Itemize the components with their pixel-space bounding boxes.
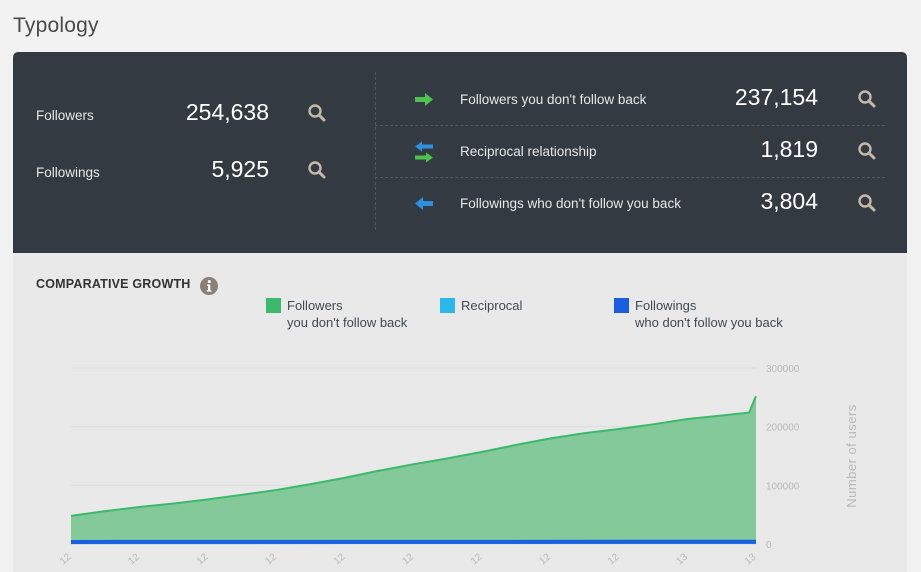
followers-count: 254,638 <box>185 99 269 125</box>
x-tick-label: 13 <box>674 551 690 567</box>
x-tick-label: 12 <box>58 551 74 567</box>
relationship-label: Followings who don't follow you back <box>460 196 681 211</box>
followers-total-row: Followers 254,638 <box>36 99 336 133</box>
legend-label: Reciprocal <box>461 298 523 313</box>
relationship-label: Followers you don't follow back <box>460 92 647 107</box>
chart-title: COMPARATIVE GROWTH <box>36 277 191 291</box>
series-area-followers <box>71 396 756 544</box>
search-icon[interactable] <box>857 141 877 161</box>
typology-stats-panel: Followers 254,638 Followings 5,925 Follo… <box>13 52 907 253</box>
relationship-row-followings-not-following: Followings who don't follow you back 3,8… <box>375 178 885 230</box>
y-tick-label: 100000 <box>766 481 800 492</box>
legend-label: Followings who don't follow you back <box>635 298 783 330</box>
x-tick-label: 13 <box>743 551 759 567</box>
legend-swatch <box>440 298 455 313</box>
y-tick-label: 0 <box>766 540 772 551</box>
info-icon[interactable] <box>199 276 219 296</box>
x-tick-label: 12 <box>195 551 211 567</box>
search-icon[interactable] <box>307 103 327 123</box>
relationship-count: 1,819 <box>760 136 818 162</box>
growth-chart: 300000 200000 100000 0 Number of users 12 12 12… <box>58 364 859 567</box>
arrow-bidirectional-icon <box>413 140 435 164</box>
x-tick-label: 12 <box>332 551 348 567</box>
arrow-right-icon <box>413 88 435 112</box>
search-icon[interactable] <box>307 160 327 180</box>
search-icon[interactable] <box>857 89 877 109</box>
followings-label: Followings <box>36 165 100 180</box>
legend-swatch <box>266 298 281 313</box>
relationship-count: 237,154 <box>734 84 818 110</box>
panel-divider <box>375 72 376 230</box>
x-tick-label: 12 <box>469 551 485 567</box>
relationship-row-followers-not-followed: Followers you don't follow back 237,154 <box>375 74 885 126</box>
followings-count: 5,925 <box>211 156 269 182</box>
relationship-label: Reciprocal relationship <box>460 144 597 159</box>
y-axis-label: Number of users <box>844 404 859 508</box>
x-tick-label: 12 <box>537 551 553 567</box>
series-line-followers <box>70 395 757 517</box>
relationship-row-reciprocal: Reciprocal relationship 1,819 <box>375 126 885 178</box>
followings-total-row: Followings 5,925 <box>36 156 336 190</box>
comparative-growth-panel: COMPARATIVE GROWTH Followers you don't fo… <box>13 253 907 572</box>
relationship-count: 3,804 <box>760 188 818 214</box>
y-tick-label: 200000 <box>766 423 800 434</box>
x-tick-label: 12 <box>606 551 622 567</box>
x-tick-label: 12 <box>263 551 279 567</box>
legend-label: Followers you don't follow back <box>287 298 408 330</box>
y-tick-label: 300000 <box>766 364 800 375</box>
x-tick-label: 12 <box>400 551 416 567</box>
search-icon[interactable] <box>857 193 877 213</box>
page-title: Typology <box>13 14 99 37</box>
legend-swatch <box>614 298 629 313</box>
followers-label: Followers <box>36 108 94 123</box>
x-tick-label: 12 <box>126 551 142 567</box>
arrow-left-icon <box>413 192 435 216</box>
